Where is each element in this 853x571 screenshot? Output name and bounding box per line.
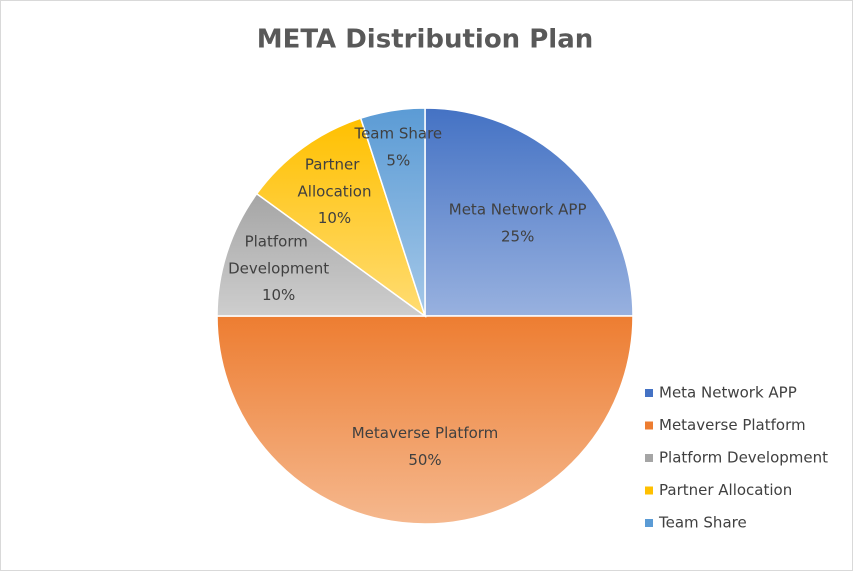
- pie-slice: [216, 192, 428, 317]
- pie-slice: [216, 315, 634, 525]
- legend-swatch: [645, 421, 653, 430]
- legend-label: Platform Development: [659, 449, 828, 467]
- legend-label: Metaverse Platform: [659, 416, 806, 434]
- pie-slice: [359, 107, 426, 317]
- data-label-value: 10%: [318, 209, 351, 227]
- legend-label: Team Share: [658, 514, 747, 532]
- legend-swatch: [645, 454, 653, 462]
- data-label-value: 50%: [408, 451, 441, 469]
- legend-swatch: [645, 486, 653, 495]
- data-label-name: Meta Network APP: [449, 200, 587, 218]
- data-label-name: Metaverse Platform: [352, 424, 499, 442]
- legend-label: Partner Allocation: [659, 481, 792, 499]
- legend-swatch: [645, 389, 653, 397]
- legend-label: Meta Network APP: [659, 384, 797, 402]
- data-label-name: Team Share: [353, 125, 442, 143]
- data-label-value: 25%: [501, 227, 534, 245]
- data-label-name: Partner Allocation: [298, 155, 372, 200]
- data-label-value: 10%: [262, 286, 295, 304]
- data-label-value: 5%: [386, 152, 410, 170]
- data-label-name: Platform Development: [228, 232, 329, 277]
- pie-slice: [424, 107, 634, 317]
- legend-swatch: [645, 519, 653, 527]
- chart-title: META Distribution Plan: [257, 25, 594, 55]
- pie-slice: [255, 117, 427, 318]
